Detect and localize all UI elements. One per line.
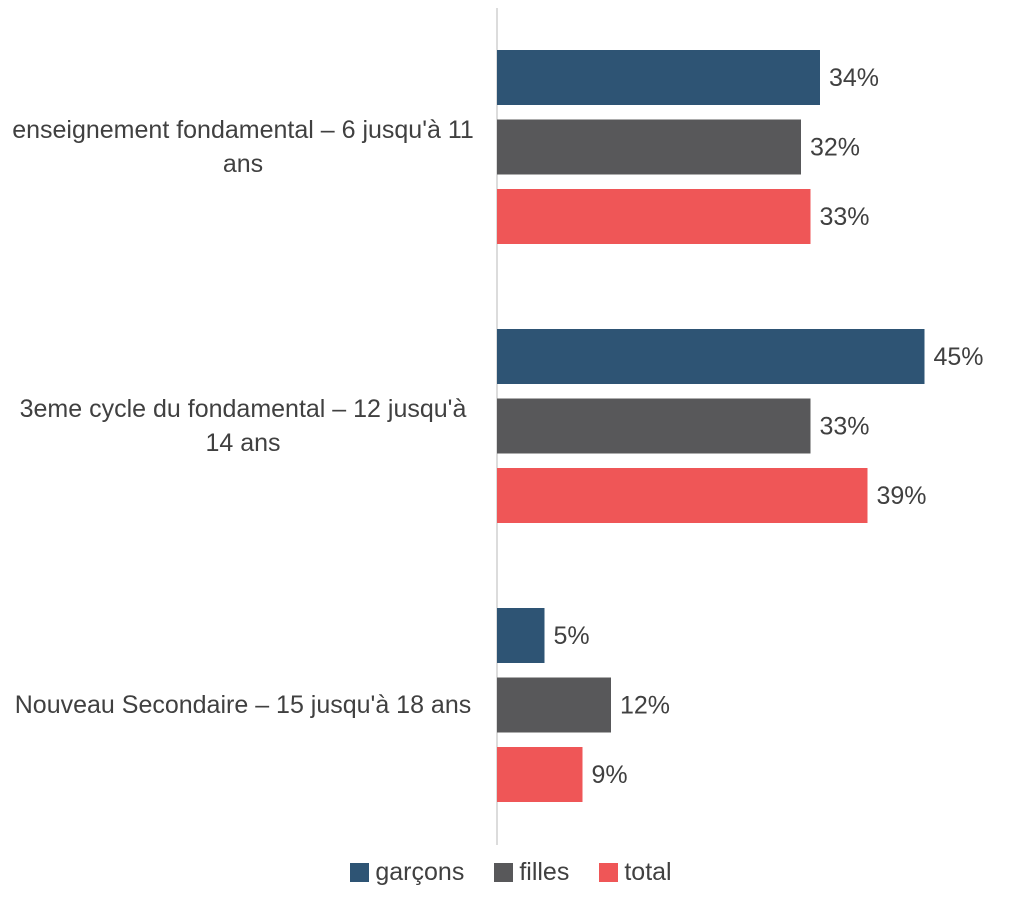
data-label: 9%	[592, 761, 628, 789]
category-label: 3eme cycle du fondamental – 12 jusqu'à 1…	[19, 395, 467, 457]
bar	[497, 468, 868, 523]
data-label: 34%	[829, 64, 879, 92]
legend-label: total	[624, 858, 672, 886]
data-label: 32%	[810, 134, 860, 162]
legend-item: filles	[494, 858, 569, 887]
bar	[497, 119, 801, 175]
data-label: 12%	[620, 692, 670, 720]
data-label: 5%	[554, 622, 590, 650]
legend-swatch	[350, 863, 370, 882]
bar	[497, 189, 811, 244]
legend-swatch	[599, 863, 619, 882]
bar	[497, 677, 611, 733]
bar	[497, 608, 545, 663]
data-label: 39%	[877, 482, 927, 510]
legend-swatch	[494, 863, 514, 882]
legend-item: garçons	[350, 858, 464, 887]
bar	[497, 398, 811, 454]
legend-item: total	[599, 858, 672, 887]
bar	[497, 329, 925, 384]
category-label: Nouveau Secondaire – 15 jusqu'à 18 ans	[14, 691, 472, 719]
data-label: 45%	[934, 343, 984, 371]
data-label: 33%	[820, 413, 870, 441]
bar	[497, 747, 583, 802]
category-label: enseignement fondamental – 6 jusqu'à 11 …	[12, 116, 474, 178]
data-label: 33%	[820, 203, 870, 231]
legend-label: filles	[519, 858, 570, 886]
legend: garçons filles total	[0, 858, 1022, 887]
bar	[497, 50, 820, 105]
legend-label: garçons	[375, 858, 465, 886]
